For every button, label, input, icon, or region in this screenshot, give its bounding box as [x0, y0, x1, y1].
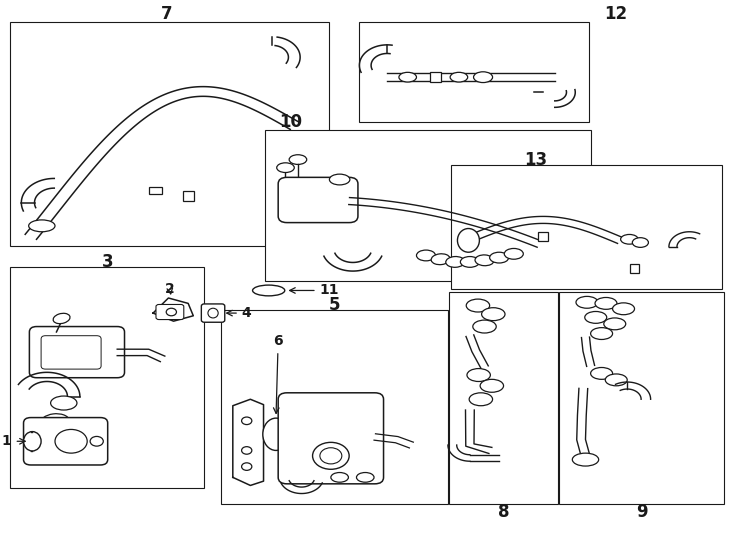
- Ellipse shape: [53, 313, 70, 323]
- Ellipse shape: [331, 472, 349, 482]
- Bar: [449, 292, 558, 504]
- Ellipse shape: [416, 250, 435, 261]
- Bar: [538, 232, 548, 241]
- FancyBboxPatch shape: [278, 177, 358, 222]
- Bar: [149, 186, 161, 194]
- Ellipse shape: [399, 72, 416, 82]
- Text: 9: 9: [636, 503, 647, 522]
- Ellipse shape: [320, 448, 342, 464]
- Bar: [221, 310, 448, 504]
- Ellipse shape: [473, 320, 496, 333]
- Text: 3: 3: [102, 253, 114, 271]
- Ellipse shape: [166, 308, 176, 316]
- Ellipse shape: [613, 303, 634, 315]
- Ellipse shape: [480, 379, 504, 392]
- Ellipse shape: [357, 472, 374, 482]
- Ellipse shape: [482, 308, 505, 321]
- Ellipse shape: [40, 414, 70, 430]
- Bar: [451, 165, 722, 289]
- FancyBboxPatch shape: [41, 336, 101, 369]
- Ellipse shape: [29, 220, 55, 232]
- Text: 12: 12: [605, 5, 628, 23]
- Ellipse shape: [446, 256, 465, 267]
- Ellipse shape: [595, 298, 617, 309]
- Bar: [359, 22, 589, 122]
- Ellipse shape: [469, 393, 493, 406]
- Bar: [10, 22, 329, 246]
- Text: 6: 6: [273, 334, 283, 414]
- Ellipse shape: [473, 72, 493, 83]
- Ellipse shape: [632, 238, 648, 247]
- Ellipse shape: [467, 369, 490, 381]
- Ellipse shape: [606, 374, 628, 386]
- Bar: [430, 72, 440, 82]
- Ellipse shape: [591, 328, 613, 340]
- FancyBboxPatch shape: [29, 327, 125, 377]
- Ellipse shape: [277, 163, 294, 172]
- Bar: [183, 191, 194, 200]
- Ellipse shape: [241, 463, 252, 470]
- FancyBboxPatch shape: [156, 305, 184, 320]
- Ellipse shape: [585, 312, 607, 323]
- Ellipse shape: [263, 418, 289, 450]
- Text: 2: 2: [165, 282, 175, 296]
- Bar: [559, 292, 724, 504]
- FancyBboxPatch shape: [23, 417, 108, 465]
- Ellipse shape: [51, 396, 77, 410]
- Bar: [265, 130, 591, 281]
- Ellipse shape: [490, 252, 509, 263]
- Ellipse shape: [208, 308, 218, 318]
- Text: 4: 4: [227, 306, 252, 320]
- Text: 5: 5: [329, 296, 341, 314]
- Text: 7: 7: [161, 5, 172, 23]
- Ellipse shape: [55, 429, 87, 453]
- Ellipse shape: [450, 72, 468, 82]
- Ellipse shape: [591, 368, 613, 379]
- Ellipse shape: [475, 255, 494, 266]
- Ellipse shape: [431, 254, 450, 265]
- Ellipse shape: [313, 442, 349, 469]
- Ellipse shape: [90, 436, 103, 446]
- Ellipse shape: [621, 234, 638, 244]
- Text: 13: 13: [524, 151, 548, 168]
- Ellipse shape: [466, 299, 490, 312]
- Ellipse shape: [241, 447, 252, 454]
- FancyBboxPatch shape: [278, 393, 384, 484]
- Text: 11: 11: [290, 284, 339, 298]
- Ellipse shape: [23, 431, 41, 451]
- Ellipse shape: [241, 417, 252, 424]
- Ellipse shape: [330, 174, 350, 185]
- Ellipse shape: [457, 228, 479, 252]
- Ellipse shape: [252, 285, 285, 296]
- Ellipse shape: [573, 453, 599, 466]
- Ellipse shape: [460, 256, 479, 267]
- Ellipse shape: [576, 296, 598, 308]
- Ellipse shape: [289, 155, 307, 165]
- Ellipse shape: [504, 248, 523, 259]
- Text: 8: 8: [498, 503, 509, 522]
- Text: 1: 1: [1, 434, 25, 448]
- Bar: [10, 267, 204, 488]
- FancyBboxPatch shape: [201, 304, 225, 322]
- Text: 10: 10: [279, 113, 302, 131]
- Ellipse shape: [604, 318, 626, 330]
- Bar: [630, 264, 639, 273]
